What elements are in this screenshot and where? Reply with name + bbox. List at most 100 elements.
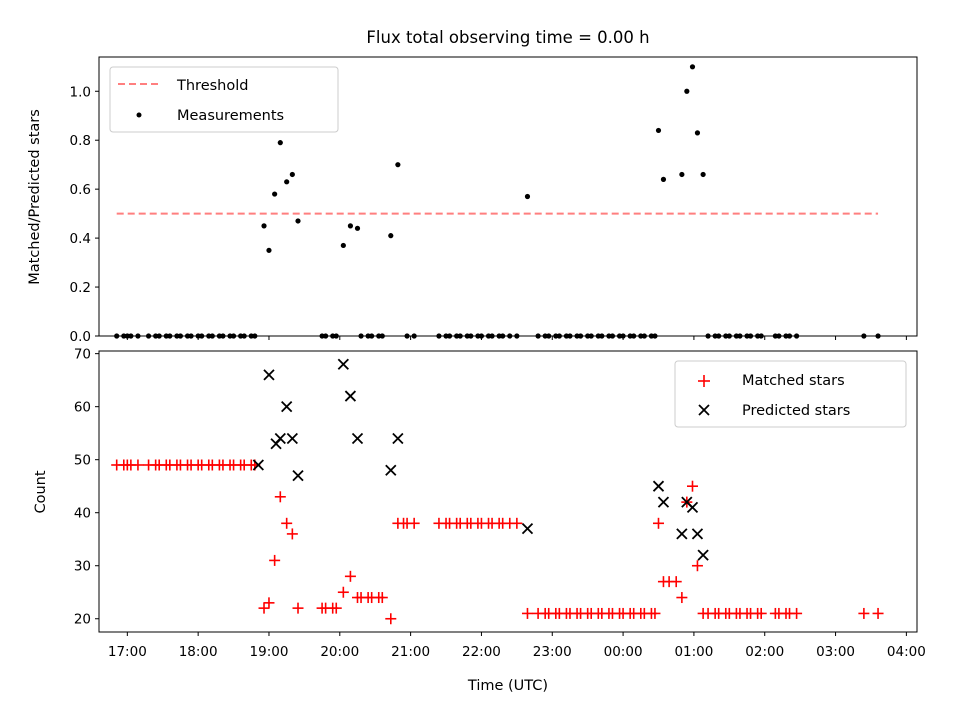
matched-star-point bbox=[344, 570, 356, 582]
x-tick-label: 22:00 bbox=[462, 644, 501, 660]
x-tick-label: 18:00 bbox=[179, 644, 218, 660]
predicted-star-point bbox=[351, 432, 364, 445]
matched-star-point bbox=[286, 528, 298, 540]
predicted-star-point bbox=[292, 469, 304, 482]
measurement-point bbox=[684, 88, 690, 94]
count-y-tick-label: 70 bbox=[74, 347, 91, 363]
measurements-legend-label: Measurements bbox=[177, 108, 284, 124]
predicted-star-point bbox=[344, 390, 357, 402]
measurement-point bbox=[679, 171, 685, 178]
measurement-point bbox=[284, 179, 290, 185]
ratio-x-axis-ticks bbox=[126, 336, 907, 340]
measurement-point bbox=[272, 191, 278, 197]
measurement-point bbox=[295, 218, 301, 224]
matched-legend-marker bbox=[698, 375, 710, 387]
count-plot-frame bbox=[98, 350, 918, 633]
ratio-legend-box bbox=[109, 66, 339, 133]
measurement-point bbox=[354, 225, 361, 231]
count-y-tick-label: 30 bbox=[74, 559, 91, 575]
x-tick-label: 20:00 bbox=[320, 644, 359, 660]
ratio-y-tick-label: 0.4 bbox=[70, 231, 91, 247]
predicted-star-point bbox=[286, 432, 298, 445]
measurement-points bbox=[114, 64, 881, 339]
measurement-point bbox=[266, 247, 272, 253]
predicted-star-point bbox=[697, 549, 709, 561]
x-tick-label: 02:00 bbox=[745, 644, 784, 660]
predicted-star-point bbox=[385, 464, 397, 476]
ratio-plot-frame bbox=[98, 56, 918, 337]
measurement-point bbox=[660, 176, 667, 182]
matched-star-point bbox=[269, 554, 281, 566]
matched-star-point bbox=[858, 607, 870, 619]
measurement-point bbox=[388, 233, 394, 239]
count-y-tick-label: 20 bbox=[74, 612, 91, 628]
ratio-y-axis-label: Matched/Predicted stars bbox=[27, 109, 43, 285]
measurement-point bbox=[694, 130, 701, 136]
matched-star-point bbox=[337, 586, 349, 598]
matched-star-point bbox=[676, 592, 688, 604]
predicted-star-point bbox=[686, 501, 699, 514]
count-legend: Matched stars Predicted stars bbox=[674, 360, 907, 428]
predicted-star-point bbox=[252, 459, 264, 471]
x-tick-label: 17:00 bbox=[108, 644, 147, 660]
measurement-point bbox=[347, 223, 354, 229]
measurements-legend-marker bbox=[136, 112, 142, 118]
matched-star-point bbox=[385, 613, 397, 625]
ratio-legend: Threshold Measurements bbox=[109, 66, 339, 133]
matched-star-point bbox=[281, 517, 293, 529]
predicted-legend-marker bbox=[698, 404, 710, 416]
x-tick-label: 03:00 bbox=[816, 644, 855, 660]
measurement-point bbox=[277, 140, 283, 146]
count-y-tick-label: 60 bbox=[74, 400, 91, 416]
x-tick-label: 23:00 bbox=[533, 644, 572, 660]
ratio-y-tick-label: 0.0 bbox=[70, 329, 91, 345]
matched-star-point bbox=[408, 517, 420, 529]
matched-star-point bbox=[274, 491, 286, 503]
measurement-point bbox=[655, 127, 662, 134]
x-tick-label: 19:00 bbox=[250, 644, 289, 660]
predicted-star-point bbox=[392, 432, 404, 445]
count-y-axis-ticks: 20 30 40 50 60 70 bbox=[74, 347, 99, 628]
predicted-star-point bbox=[263, 369, 275, 381]
x-tick-label: 00:00 bbox=[604, 644, 643, 660]
count-x-axis-ticks: 17:00 18:00 19:00 20:00 21:00 22:00 23:00 00:00… bbox=[108, 632, 926, 660]
matched-legend-label: Matched stars bbox=[742, 373, 845, 389]
ratio-y-tick-label: 0.2 bbox=[70, 280, 91, 296]
matched-star-point bbox=[691, 560, 703, 572]
matched-star-point bbox=[872, 607, 884, 619]
ratio-y-axis-ticks: 0.0 0.2 0.4 0.6 0.8 1.0 bbox=[70, 84, 99, 345]
x-tick-label: 21:00 bbox=[391, 644, 430, 660]
measurement-point bbox=[700, 171, 706, 178]
chart-title: Flux total observing time = 0.00 h bbox=[366, 28, 649, 47]
measurement-point bbox=[395, 162, 401, 168]
predicted-star-point bbox=[676, 528, 688, 540]
threshold-legend-label: Threshold bbox=[176, 78, 248, 94]
measurement-point bbox=[261, 223, 267, 229]
x-tick-label: 01:00 bbox=[674, 644, 713, 660]
matched-star-points bbox=[111, 459, 884, 625]
ratio-y-tick-label: 0.6 bbox=[70, 182, 91, 198]
predicted-star-point bbox=[657, 496, 670, 508]
predicted-star-point bbox=[274, 432, 286, 445]
matched-star-point bbox=[521, 607, 533, 619]
predicted-star-point bbox=[281, 401, 293, 413]
ratio-y-tick-label: 1.0 bbox=[70, 84, 91, 100]
matched-star-point bbox=[263, 597, 275, 609]
matched-star-point bbox=[649, 607, 661, 619]
predicted-star-point bbox=[652, 480, 665, 492]
count-legend-box bbox=[674, 360, 907, 428]
ratio-y-tick-label: 0.8 bbox=[70, 133, 91, 149]
matched-star-point bbox=[258, 602, 270, 614]
measurement-point bbox=[689, 64, 696, 70]
predicted-star-point bbox=[521, 522, 534, 535]
matched-star-point bbox=[292, 602, 304, 614]
predicted-star-point bbox=[691, 528, 704, 540]
predicted-star-point bbox=[337, 358, 349, 370]
ratio-panel: 0.0 0.2 0.4 0.6 0.8 1.0 Matched/Predicted sta… bbox=[27, 56, 918, 345]
predicted-star-points bbox=[252, 358, 709, 561]
count-y-axis-label: Count bbox=[33, 470, 49, 513]
matched-star-point bbox=[376, 592, 388, 604]
x-tick-label: 04:00 bbox=[887, 644, 926, 660]
matched-star-point bbox=[755, 607, 767, 619]
